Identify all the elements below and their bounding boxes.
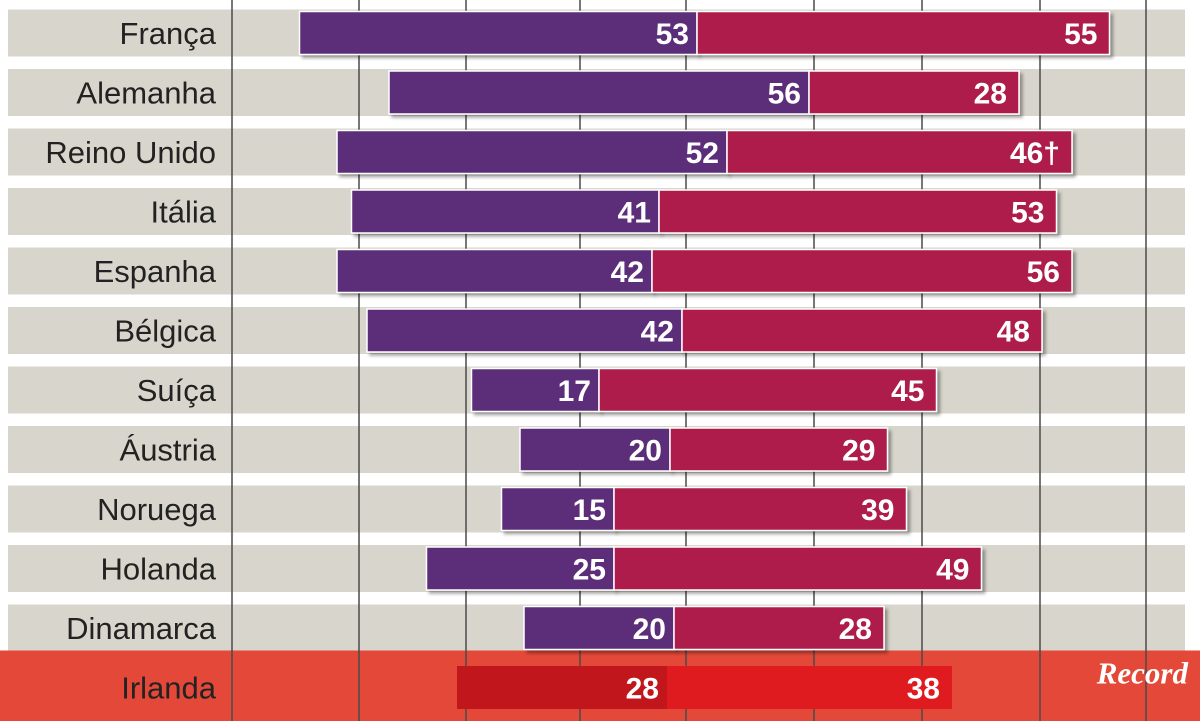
bars (298, 10, 1111, 709)
bar-left-franca (298, 10, 698, 56)
bar-right-italia (658, 189, 1058, 234)
value-left-suica: 17 (558, 375, 591, 408)
value-right-irlanda: 38 (907, 673, 940, 706)
bar-left-belgica (366, 308, 683, 353)
category-labels: França Alemanha Reino Unido Itália Espanha Bé… (45, 16, 216, 706)
value-right-suica: 45 (891, 375, 924, 408)
plot-background (8, 0, 1185, 721)
value-left-noruega: 15 (573, 494, 606, 527)
value-right-dinamarca: 28 (839, 613, 872, 646)
value-right-alemanha: 28 (974, 78, 1007, 111)
bar-left-italia (350, 189, 660, 234)
category-label-belgica: Bélgica (114, 314, 216, 349)
category-label-suica: Suíça (137, 373, 217, 408)
value-left-holanda: 25 (573, 554, 606, 587)
bar-right-belgica (681, 308, 1043, 353)
bar-left-suica (470, 367, 600, 413)
record-logo-text: Record (1096, 656, 1189, 691)
bar-right-suica (598, 367, 938, 413)
category-label-franca: França (120, 16, 217, 51)
bar-left-dinamarca (523, 605, 675, 651)
bar-left-alemanha (388, 70, 810, 115)
bar-right-austria (669, 427, 889, 472)
category-label-italia: Itália (151, 195, 217, 230)
bar-right-espanha (651, 248, 1073, 294)
bar-left-reino-unido (336, 129, 728, 175)
value-right-espanha: 56 (1027, 256, 1060, 289)
value-left-italia: 41 (618, 197, 651, 230)
bar-right-irlanda (667, 666, 952, 709)
value-right-noruega: 39 (861, 494, 894, 527)
value-right-belgica: 48 (997, 316, 1030, 349)
value-right-franca: 55 (1064, 18, 1097, 51)
bar-right-holanda (613, 546, 983, 591)
bar-left-austria (519, 427, 671, 472)
gridlines (231, 0, 1147, 721)
value-left-dinamarca: 20 (633, 613, 666, 646)
record-logo: Record (1096, 656, 1189, 691)
value-left-reino-unido: 52 (686, 137, 719, 170)
bar-right-franca (696, 10, 1111, 56)
value-left-belgica: 42 (641, 316, 674, 349)
value-left-franca: 53 (656, 18, 689, 51)
value-right-reino-unido: 46† (1010, 137, 1060, 170)
category-label-alemanha: Alemanha (76, 76, 216, 111)
category-label-holanda: Holanda (101, 552, 217, 587)
bar-left-noruega (500, 486, 615, 532)
bar-right-noruega (613, 486, 908, 532)
bar-left-espanha (336, 248, 653, 294)
category-label-dinamarca: Dinamarca (66, 611, 217, 646)
category-label-irlanda: Irlanda (121, 671, 217, 706)
value-right-italia: 53 (1011, 197, 1044, 230)
bar-right-reino-unido (726, 129, 1073, 175)
category-label-noruega: Noruega (97, 492, 217, 527)
value-left-austria: 20 (629, 435, 662, 468)
value-left-alemanha: 56 (768, 78, 801, 111)
bar-right-dinamarca (673, 605, 885, 651)
category-label-espanha: Espanha (94, 254, 217, 289)
value-left-irlanda: 28 (626, 673, 659, 706)
value-left-espanha: 42 (611, 256, 644, 289)
value-right-austria: 29 (842, 435, 875, 468)
value-labels: 53 55 56 28 52 46† 41 53 42 56 42 48 17 45 20 29 15 39 25 4… (558, 18, 1098, 706)
category-label-austria: Áustria (120, 433, 217, 468)
category-label-reino-unido: Reino Unido (45, 135, 216, 170)
bar-left-irlanda (457, 666, 667, 709)
value-right-holanda: 49 (936, 554, 969, 587)
bar-right-alemanha (808, 70, 1020, 115)
